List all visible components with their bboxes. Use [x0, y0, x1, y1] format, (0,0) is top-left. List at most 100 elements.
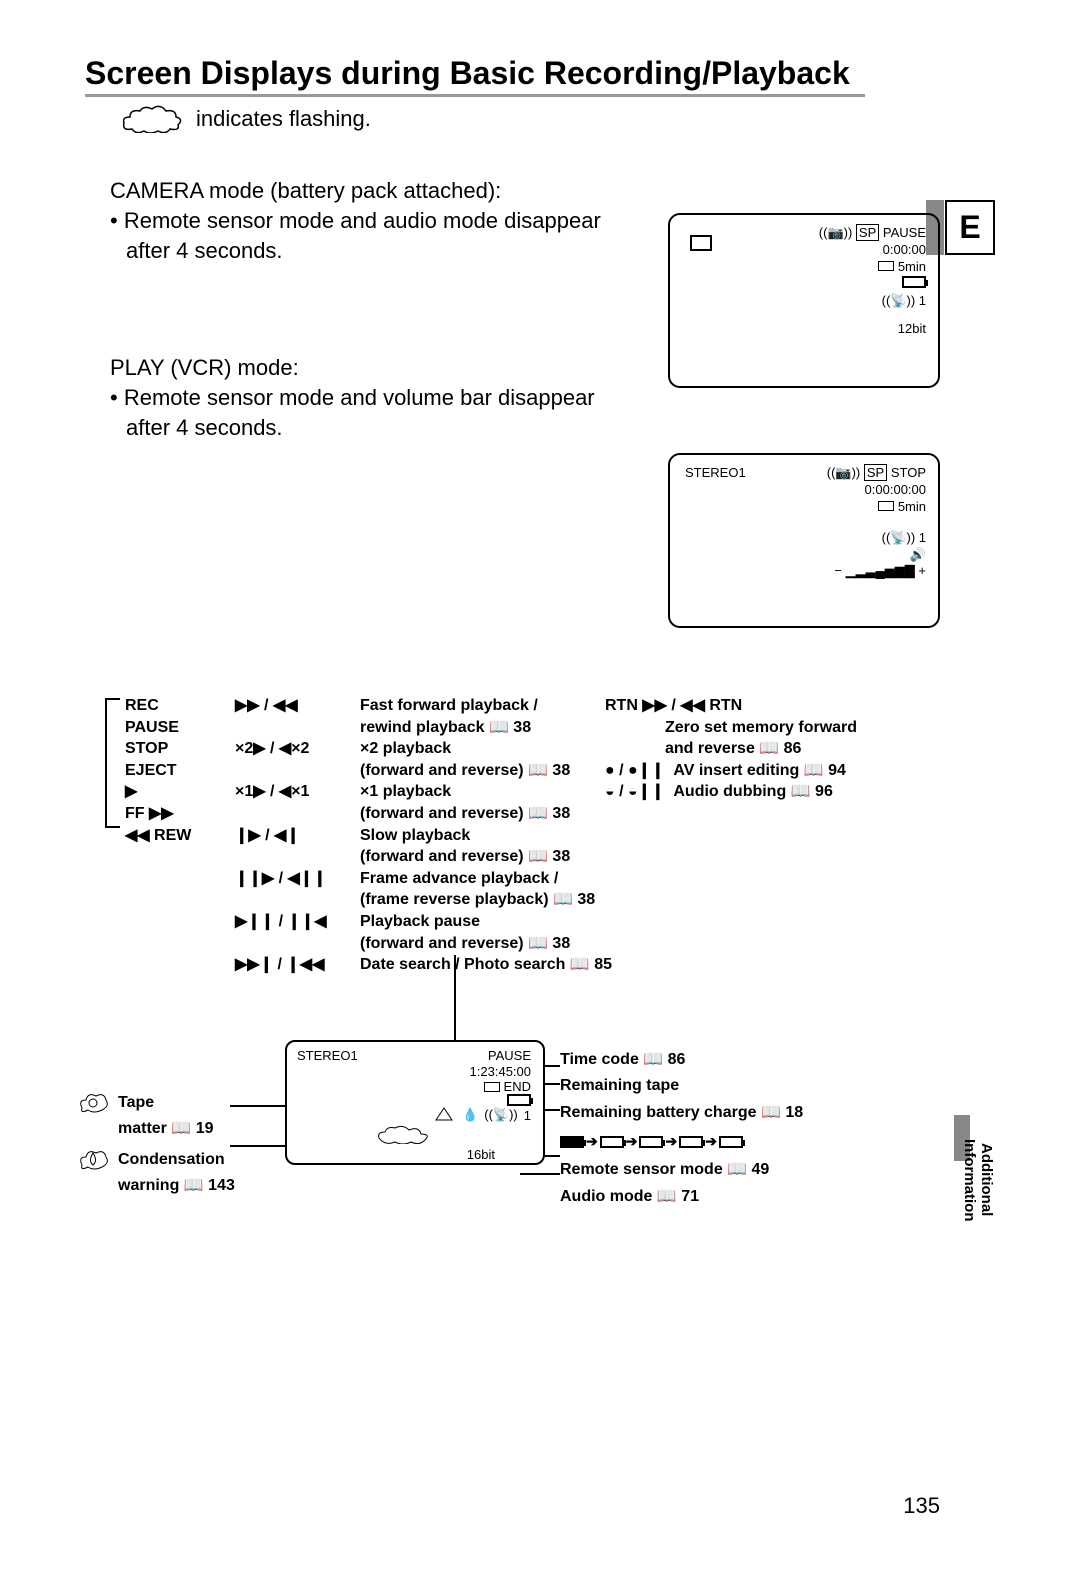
anno-remote: 1 — [524, 1108, 531, 1123]
frame-desc: Frame advance playback / — [360, 868, 558, 890]
tape-remaining: 5min — [898, 259, 926, 274]
sp-indicator-2: SP — [864, 464, 887, 481]
rec-label: REC — [125, 695, 191, 717]
state-indicator: PAUSE — [883, 225, 926, 240]
play-label: ▶ — [125, 781, 191, 803]
state-indicator-2: STOP — [891, 465, 926, 480]
remotesensor-anno: Remote sensor mode 📖 49 — [560, 1157, 803, 1183]
rembatt-anno: Remaining battery charge 📖 18 — [560, 1100, 803, 1126]
battery-chain: ➔ ➔ ➔ ➔ — [560, 1130, 803, 1153]
remote-indicator: 1 — [919, 293, 926, 308]
ff-playback-desc: Fast forward playback / — [360, 695, 538, 717]
play-box-right: ((📷)) SP STOP 0:00:00:00 5min ((📡)) 1 🔊 … — [827, 465, 926, 580]
camera-display-box: ((📷)) SP PAUSE 0:00:00 5min ((📡)) 1 12bi… — [668, 213, 940, 388]
camera-mode-head: CAMERA mode (battery pack attached): — [110, 178, 610, 204]
anno-end-row: END — [484, 1079, 531, 1094]
rew-label: ◀◀ REW — [125, 825, 191, 847]
batt-half-icon — [639, 1136, 663, 1148]
audiomode-anno: Audio mode 📖 71 — [560, 1184, 803, 1210]
play-display-box: STEREO1 ((📷)) SP STOP 0:00:00:00 5min ((… — [668, 453, 940, 628]
annotations-right: Time code 📖 86 Remaining tape Remaining … — [560, 1047, 803, 1210]
anno-tape-icon — [484, 1082, 500, 1092]
tape-flash-icon — [78, 1090, 108, 1114]
x1-desc: ×1 playback — [360, 781, 451, 803]
batt-34-icon — [600, 1136, 624, 1148]
x2-desc: ×2 playback — [360, 738, 451, 760]
anno-timecode: 1:23:45:00 — [470, 1064, 531, 1079]
time-indicator: 0:00:00 — [819, 242, 926, 259]
timecode-anno: Time code 📖 86 — [560, 1047, 803, 1073]
audio-bit: 12bit — [819, 321, 926, 338]
leader-line — [230, 1145, 285, 1147]
stop-label: STOP — [125, 738, 191, 760]
cond-flash-icon — [78, 1147, 108, 1171]
leader-line — [520, 1173, 560, 1175]
rew-playback-desc: rewind playback 📖 38 — [360, 717, 531, 739]
zeroset-desc: Zero set memory forward — [605, 717, 857, 739]
ff-rew-symbol: ▶▶ / ◀◀ — [235, 695, 330, 717]
remote-indicator-2: 1 — [919, 530, 926, 545]
anno-cloud — [375, 1124, 435, 1147]
section-e-tab: E — [945, 200, 995, 255]
anno-icons-row: 💧 ((📡)) 1 — [432, 1106, 531, 1124]
rtn-label: RTN ▶▶ / ◀◀ RTN — [605, 695, 857, 717]
side-tab: Additional Information — [971, 1115, 995, 1245]
connector-line — [454, 955, 456, 1040]
annotated-display-box: STEREO1 PAUSE 1:23:45:00 END 💧 ((📡)) 1 1… — [285, 1040, 545, 1165]
pbpause-symbol: ▶❙❙ / ❙❙◀ — [235, 911, 330, 933]
slow-desc: Slow playback — [360, 825, 470, 847]
pbpause-desc: Playback pause — [360, 911, 480, 933]
leader-line — [545, 1155, 560, 1157]
sp-indicator: SP — [856, 224, 879, 241]
slow-desc2: (forward and reverse) 📖 38 — [360, 846, 570, 868]
leader-line — [230, 1105, 285, 1107]
page-number: 135 — [903, 1493, 940, 1519]
slow-symbol: ❙▶ / ◀❙ — [235, 825, 330, 847]
search-desc: Date search / Photo search 📖 85 — [360, 954, 612, 976]
avinsert-sym: ● / ●❙❙ — [605, 762, 664, 779]
tape-anno: Tape — [118, 1094, 154, 1111]
cond-anno: Condensation — [118, 1151, 225, 1168]
right-col: RTN ▶▶ / ◀◀ RTN Zero set memory forward … — [605, 695, 857, 803]
audiodub-desc: Audio dubbing 📖 96 — [673, 783, 832, 800]
frame-symbol: ❙❙▶ / ◀❙❙ — [235, 868, 330, 890]
leader-line — [545, 1109, 560, 1111]
time-indicator-2: 0:00:00:00 — [827, 482, 926, 499]
annotations-left: Tapematter 📖 19 Condensationwarning 📖 14… — [78, 1090, 235, 1198]
cond-anno2: warning 📖 143 — [118, 1177, 235, 1194]
batt-14-icon — [679, 1136, 703, 1148]
search-symbol: ▶▶❙ / ❙◀◀ — [235, 954, 330, 976]
audiodub-sym: ◒ / ◒❙❙ — [605, 783, 664, 800]
play-mode-section: PLAY (VCR) mode: • Remote sensor mode an… — [110, 355, 610, 442]
remtape-anno: Remaining tape — [560, 1073, 803, 1099]
transport-states-col: REC PAUSE STOP EJECT ▶ FF ▶▶ ◀◀ REW — [125, 695, 191, 846]
flashing-indicator-note: indicates flashing. — [120, 105, 1080, 133]
playback-symbols-col: ▶▶ / ◀◀ Fast forward playback / rewind pl… — [235, 695, 612, 976]
flashing-note-text: indicates flashing. — [196, 106, 371, 132]
camera-mode-bullet: • Remote sensor mode and audio mode disa… — [110, 206, 610, 265]
play-mode-head: PLAY (VCR) mode: — [110, 355, 610, 381]
camera-mode-section: CAMERA mode (battery pack attached): • R… — [110, 178, 610, 265]
eject-label: EJECT — [125, 760, 191, 782]
anno-stereo: STEREO1 — [297, 1048, 358, 1063]
anno-bit: 16bit — [467, 1147, 495, 1162]
x1-symbol: ×1▶ / ◀×1 — [235, 781, 330, 803]
x1-desc2: (forward and reverse) 📖 38 — [360, 803, 570, 825]
anno-batt-icon — [507, 1094, 531, 1106]
frame-desc2: (frame reverse playback) 📖 38 — [360, 889, 595, 911]
anno-end: END — [504, 1079, 531, 1094]
battery-icon — [902, 276, 926, 288]
anno-pause: PAUSE — [488, 1048, 531, 1063]
bracket-icon — [105, 698, 120, 828]
tape-remaining-2: 5min — [898, 499, 926, 514]
leader-line — [545, 1065, 560, 1067]
leader-line — [545, 1083, 560, 1085]
tape-warn-icon — [432, 1106, 456, 1124]
play-mode-bullet: • Remote sensor mode and volume bar disa… — [110, 383, 610, 442]
batt-full-icon — [560, 1136, 584, 1148]
avinsert-desc: AV insert editing 📖 94 — [673, 762, 846, 779]
batt-empty-icon — [719, 1136, 743, 1148]
zeroset-desc2: and reverse 📖 86 — [605, 738, 857, 760]
cond-warn-icon: 💧 — [462, 1107, 478, 1123]
tape-icon — [878, 261, 894, 271]
